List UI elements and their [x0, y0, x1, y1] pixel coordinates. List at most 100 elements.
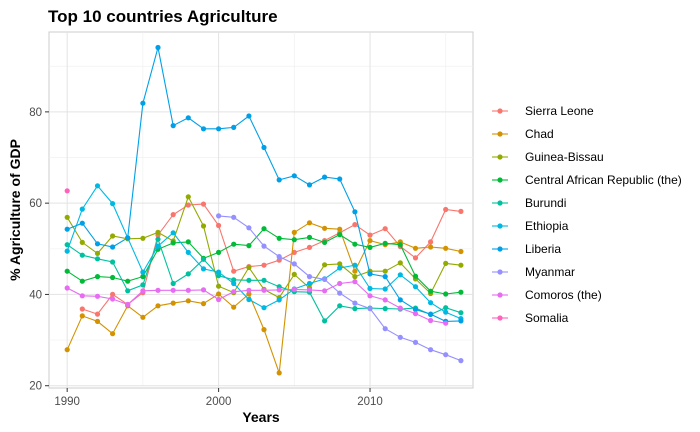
data-point — [382, 268, 388, 274]
data-point — [231, 280, 237, 287]
data-point — [306, 287, 313, 293]
legend-key-point — [497, 131, 503, 137]
data-point — [231, 268, 237, 274]
data-point — [367, 238, 373, 244]
data-point — [231, 289, 237, 295]
data-point — [155, 229, 161, 235]
data-point — [367, 306, 373, 312]
data-point — [110, 331, 116, 337]
legend: Sierra Leone Chad Guinea-Bissau Central Afr… — [492, 104, 682, 325]
data-point — [397, 242, 403, 248]
legend-key-point — [497, 154, 503, 160]
legend-key-point — [497, 292, 503, 298]
series-burundi — [64, 236, 464, 324]
data-point — [337, 265, 343, 271]
data-point — [367, 285, 373, 292]
data-point — [428, 288, 434, 294]
data-point — [64, 226, 70, 232]
data-point — [200, 301, 207, 307]
data-point — [246, 264, 252, 271]
data-point — [412, 245, 419, 251]
data-point — [216, 222, 222, 229]
data-point — [322, 276, 328, 282]
data-point — [397, 272, 403, 278]
data-point — [397, 260, 403, 266]
data-point — [382, 286, 388, 292]
data-point — [64, 285, 70, 291]
data-point — [367, 232, 373, 238]
data-point — [94, 250, 101, 256]
minor-gridlines — [49, 32, 473, 388]
data-point — [261, 305, 267, 311]
data-point — [306, 244, 313, 250]
data-point — [291, 261, 297, 267]
data-point — [443, 309, 449, 315]
data-point — [140, 235, 146, 241]
data-point — [200, 266, 207, 272]
x-tick-label: 1990 — [54, 396, 80, 408]
y-tick-label: 20 — [29, 381, 42, 393]
data-point — [352, 268, 358, 274]
legend-item: Somalia — [492, 311, 569, 325]
data-point — [231, 241, 237, 247]
data-point — [458, 358, 464, 364]
data-point — [155, 236, 161, 242]
legend-item: Myanmar — [492, 265, 575, 279]
data-point — [170, 300, 176, 306]
data-point — [185, 194, 191, 200]
legend-label: Chad — [525, 127, 554, 141]
data-point — [276, 254, 282, 260]
data-point — [352, 262, 358, 268]
data-point — [291, 249, 297, 255]
y-axis-title: % Agriculture of GDP — [7, 139, 23, 281]
data-point — [170, 123, 176, 129]
data-point — [246, 296, 252, 303]
data-point — [428, 317, 434, 324]
data-point — [140, 282, 146, 288]
data-point — [352, 279, 358, 285]
series-myanmar — [216, 213, 464, 364]
data-point — [352, 274, 358, 280]
legend-label: Comoros (the) — [525, 288, 602, 302]
data-point — [337, 226, 343, 232]
data-point — [412, 273, 419, 279]
data-point — [322, 288, 328, 294]
legend-label: Central African Republic (the) — [525, 173, 682, 187]
data-point — [246, 113, 252, 119]
data-point — [458, 248, 464, 255]
data-point — [200, 126, 207, 132]
data-point — [291, 271, 297, 277]
data-point — [337, 261, 343, 267]
data-point — [216, 296, 222, 303]
legend-item: Guinea-Bissau — [492, 150, 604, 164]
data-point — [322, 174, 328, 180]
data-point — [306, 182, 313, 188]
data-point — [397, 305, 403, 311]
data-point — [110, 296, 116, 302]
data-point — [367, 244, 373, 250]
data-point — [322, 225, 328, 231]
data-point — [231, 214, 237, 220]
data-point — [110, 274, 116, 281]
data-point — [458, 318, 464, 324]
y-tick-label: 80 — [29, 107, 42, 119]
data-point — [140, 288, 146, 294]
data-point — [352, 241, 358, 247]
data-point — [185, 298, 191, 304]
data-point — [110, 291, 116, 297]
data-point — [291, 229, 297, 235]
data-point — [140, 314, 146, 320]
series-somalia — [64, 188, 70, 194]
data-point — [443, 291, 449, 297]
data-point — [155, 287, 161, 293]
data-point — [261, 327, 267, 333]
data-point — [185, 249, 191, 255]
legend-label: Liberia — [525, 242, 561, 256]
data-point — [352, 306, 358, 312]
data-point — [94, 241, 101, 247]
data-point — [200, 201, 207, 207]
y-axis-ticks: 20 40 60 80 — [29, 107, 49, 393]
x-tick-label: 2000 — [206, 396, 232, 408]
data-point — [94, 183, 101, 189]
series-group — [64, 44, 464, 376]
